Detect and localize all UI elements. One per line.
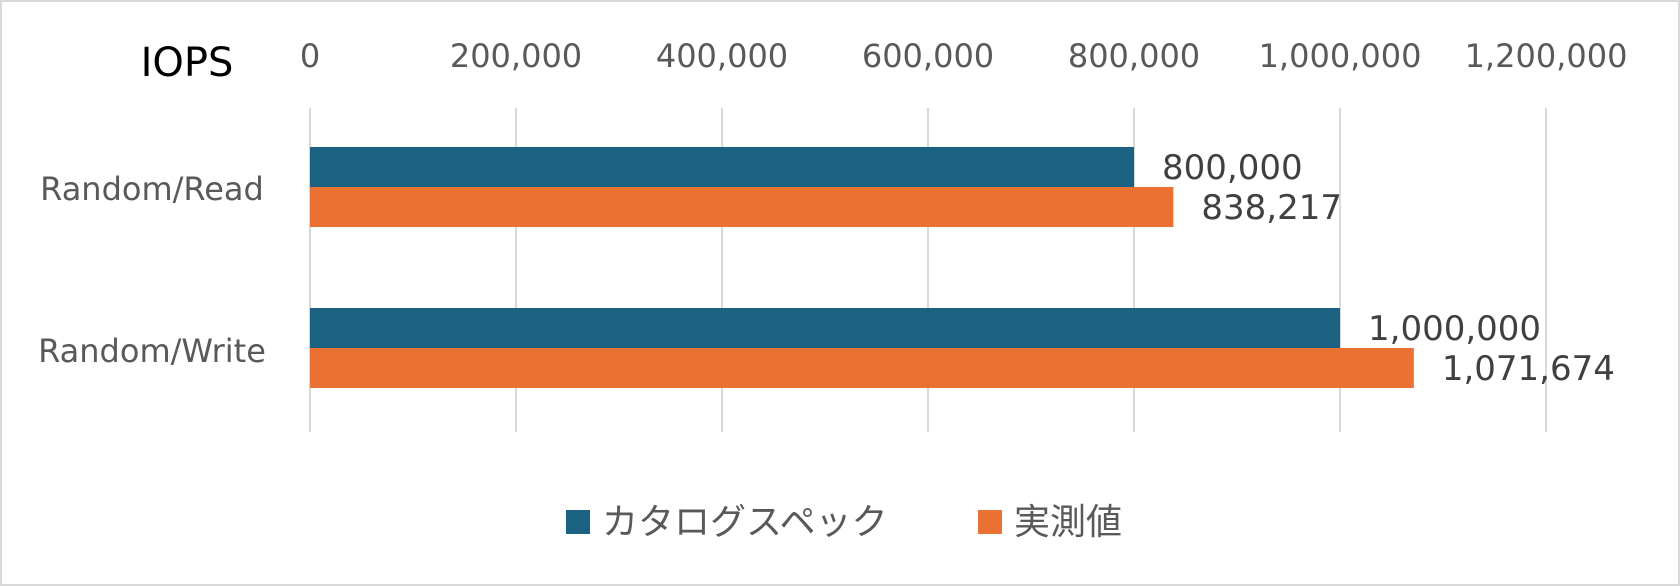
x-tick-label: 800,000	[1068, 37, 1200, 75]
x-tick-label: 1,000,000	[1259, 37, 1422, 75]
x-tick-label: 200,000	[450, 37, 582, 75]
x-axis-tick-labels: 0 200,000 400,000 600,000 800,000 1,000,000 1,…	[300, 37, 1628, 75]
data-labels: 800,000 1,000,000 838,217 1,071,674	[1162, 148, 1615, 389]
data-label: 838,217	[1201, 188, 1342, 228]
legend-label: 実測値	[1014, 502, 1122, 543]
bars	[310, 147, 1414, 388]
data-label: 1,071,674	[1442, 349, 1615, 389]
bar-spec	[310, 308, 1340, 348]
chart-title: IOPS	[141, 40, 234, 86]
legend-label: カタログスペック	[602, 502, 887, 543]
x-tick-label: 400,000	[656, 37, 788, 75]
x-tick-label: 0	[300, 37, 320, 75]
bar-measured	[310, 348, 1414, 388]
data-label: 1,000,000	[1368, 309, 1541, 349]
x-tick-label: 600,000	[862, 37, 994, 75]
bar-measured	[310, 187, 1174, 227]
legend-swatch	[978, 510, 1002, 534]
data-label: 800,000	[1162, 148, 1303, 188]
category-label: Random/Write	[38, 332, 266, 370]
category-label: Random/Read	[40, 170, 264, 208]
legend: カタログスペック 実測値	[566, 502, 1122, 543]
y-axis-category-labels: Random/Read Random/Write	[38, 170, 266, 370]
x-tick-label: 1,200,000	[1465, 37, 1628, 75]
legend-swatch	[566, 510, 590, 534]
bar-spec	[310, 147, 1134, 187]
